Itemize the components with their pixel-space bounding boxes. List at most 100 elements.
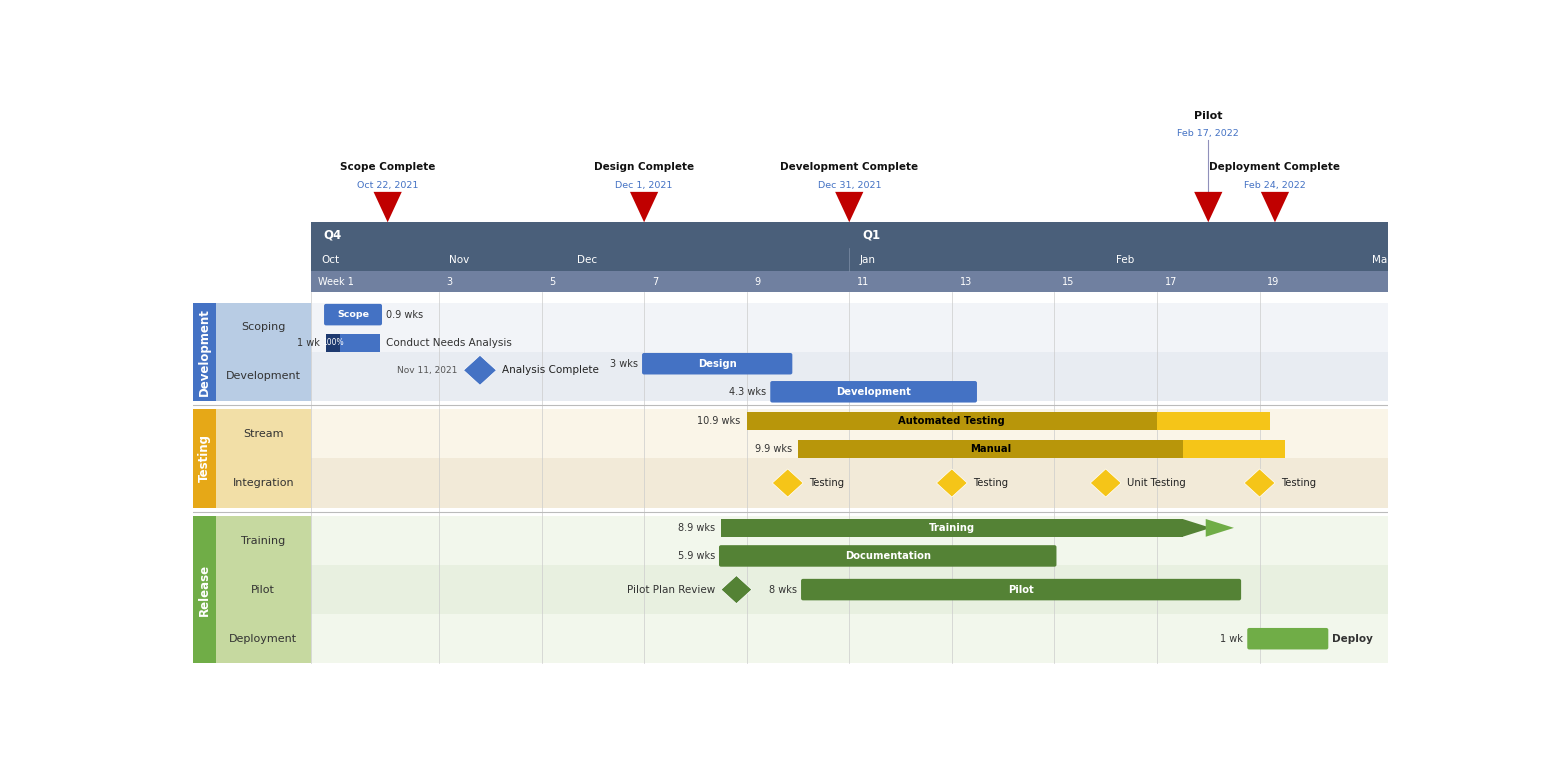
Text: 9: 9 — [754, 277, 760, 287]
FancyBboxPatch shape — [719, 545, 1056, 567]
Bar — [311, 409, 1388, 458]
Bar — [311, 516, 1388, 565]
Bar — [216, 614, 311, 664]
Bar — [311, 303, 1388, 352]
Bar — [216, 516, 311, 565]
FancyBboxPatch shape — [641, 353, 793, 374]
Text: Nov: Nov — [449, 255, 469, 265]
Text: 15: 15 — [1062, 277, 1075, 287]
Text: Development Complete: Development Complete — [780, 162, 919, 172]
Bar — [216, 565, 311, 614]
Text: Oct: Oct — [321, 255, 339, 265]
Text: Testing: Testing — [1281, 478, 1317, 488]
Bar — [311, 458, 1388, 508]
Polygon shape — [631, 192, 658, 222]
Polygon shape — [836, 192, 864, 222]
Polygon shape — [464, 355, 497, 385]
Text: 13: 13 — [959, 277, 971, 287]
Text: Oct 22, 2021: Oct 22, 2021 — [356, 180, 418, 189]
Polygon shape — [1244, 469, 1275, 497]
Text: 0.9 wks: 0.9 wks — [386, 310, 423, 320]
Bar — [216, 303, 311, 352]
Text: 4.3 wks: 4.3 wks — [729, 387, 766, 396]
Bar — [1183, 441, 1284, 458]
Bar — [216, 409, 311, 508]
Text: Feb: Feb — [1116, 255, 1135, 265]
Bar — [216, 516, 311, 664]
Text: Pilot Plan Review: Pilot Plan Review — [626, 584, 715, 594]
Text: Feb 17, 2022: Feb 17, 2022 — [1178, 129, 1240, 138]
Polygon shape — [1090, 469, 1121, 497]
Bar — [722, 519, 1183, 537]
Text: 11: 11 — [857, 277, 870, 287]
Text: Dec 31, 2021: Dec 31, 2021 — [817, 180, 880, 189]
Text: Conduct Needs Analysis: Conduct Needs Analysis — [386, 338, 512, 348]
FancyBboxPatch shape — [324, 304, 382, 326]
Text: Testing: Testing — [197, 435, 211, 482]
Bar — [1156, 412, 1269, 430]
Text: 3 wks: 3 wks — [611, 358, 638, 369]
Text: Deployment Complete: Deployment Complete — [1209, 162, 1340, 172]
Text: Pilot: Pilot — [1194, 111, 1223, 121]
Text: Q4: Q4 — [324, 228, 342, 242]
Text: Training: Training — [928, 523, 975, 533]
Polygon shape — [373, 192, 402, 222]
Text: Q1: Q1 — [862, 228, 880, 242]
Bar — [311, 614, 1388, 664]
Text: Development: Development — [836, 387, 911, 396]
Polygon shape — [773, 469, 803, 497]
Bar — [193, 516, 216, 664]
Polygon shape — [722, 575, 752, 603]
Text: Scoping: Scoping — [241, 322, 285, 333]
Text: Development: Development — [197, 308, 211, 396]
Bar — [216, 352, 311, 401]
FancyBboxPatch shape — [1247, 628, 1328, 649]
Bar — [311, 222, 1388, 248]
Bar — [311, 565, 1388, 614]
Text: Nov 11, 2021: Nov 11, 2021 — [396, 366, 456, 374]
Text: 8 wks: 8 wks — [769, 584, 797, 594]
Text: Integration: Integration — [233, 478, 295, 488]
Bar — [746, 412, 1156, 430]
Text: 10.9 wks: 10.9 wks — [697, 416, 740, 426]
Polygon shape — [1194, 192, 1223, 222]
Text: Week 1: Week 1 — [318, 277, 355, 287]
Text: Design: Design — [699, 358, 737, 369]
Bar — [339, 334, 379, 352]
Text: Pilot: Pilot — [1008, 584, 1035, 594]
Text: 7: 7 — [652, 277, 658, 287]
Text: 8.9 wks: 8.9 wks — [678, 523, 715, 533]
Text: 17: 17 — [1164, 277, 1177, 287]
Text: Analysis Complete: Analysis Complete — [501, 365, 598, 375]
Text: Scope Complete: Scope Complete — [339, 162, 435, 172]
Polygon shape — [936, 469, 967, 497]
Text: Jan: Jan — [859, 255, 876, 265]
Bar — [797, 441, 1183, 458]
Text: 100%: 100% — [322, 338, 344, 347]
Text: 19: 19 — [1268, 277, 1280, 287]
Bar — [216, 303, 311, 401]
Text: Development: Development — [225, 371, 301, 381]
Text: 1 wk: 1 wk — [298, 338, 319, 348]
Polygon shape — [1261, 192, 1289, 222]
Polygon shape — [1206, 519, 1234, 537]
Text: Deployment: Deployment — [230, 634, 298, 644]
Text: Testing: Testing — [810, 478, 845, 488]
Bar — [193, 303, 216, 401]
Text: Stream: Stream — [244, 429, 284, 439]
Polygon shape — [1183, 519, 1210, 537]
Text: 3: 3 — [447, 277, 453, 287]
Bar — [216, 458, 311, 508]
Text: Scope: Scope — [338, 310, 369, 319]
Bar — [325, 334, 339, 352]
Text: Dec: Dec — [577, 255, 598, 265]
Text: Pilot: Pilot — [251, 584, 274, 594]
Bar — [216, 409, 311, 458]
Text: Testing: Testing — [973, 478, 1008, 488]
Text: 9.9 wks: 9.9 wks — [754, 444, 791, 454]
Bar — [193, 409, 216, 508]
Text: 5.9 wks: 5.9 wks — [677, 551, 715, 561]
Text: Release: Release — [197, 564, 211, 616]
Bar — [311, 352, 1388, 401]
Bar — [311, 272, 1388, 292]
